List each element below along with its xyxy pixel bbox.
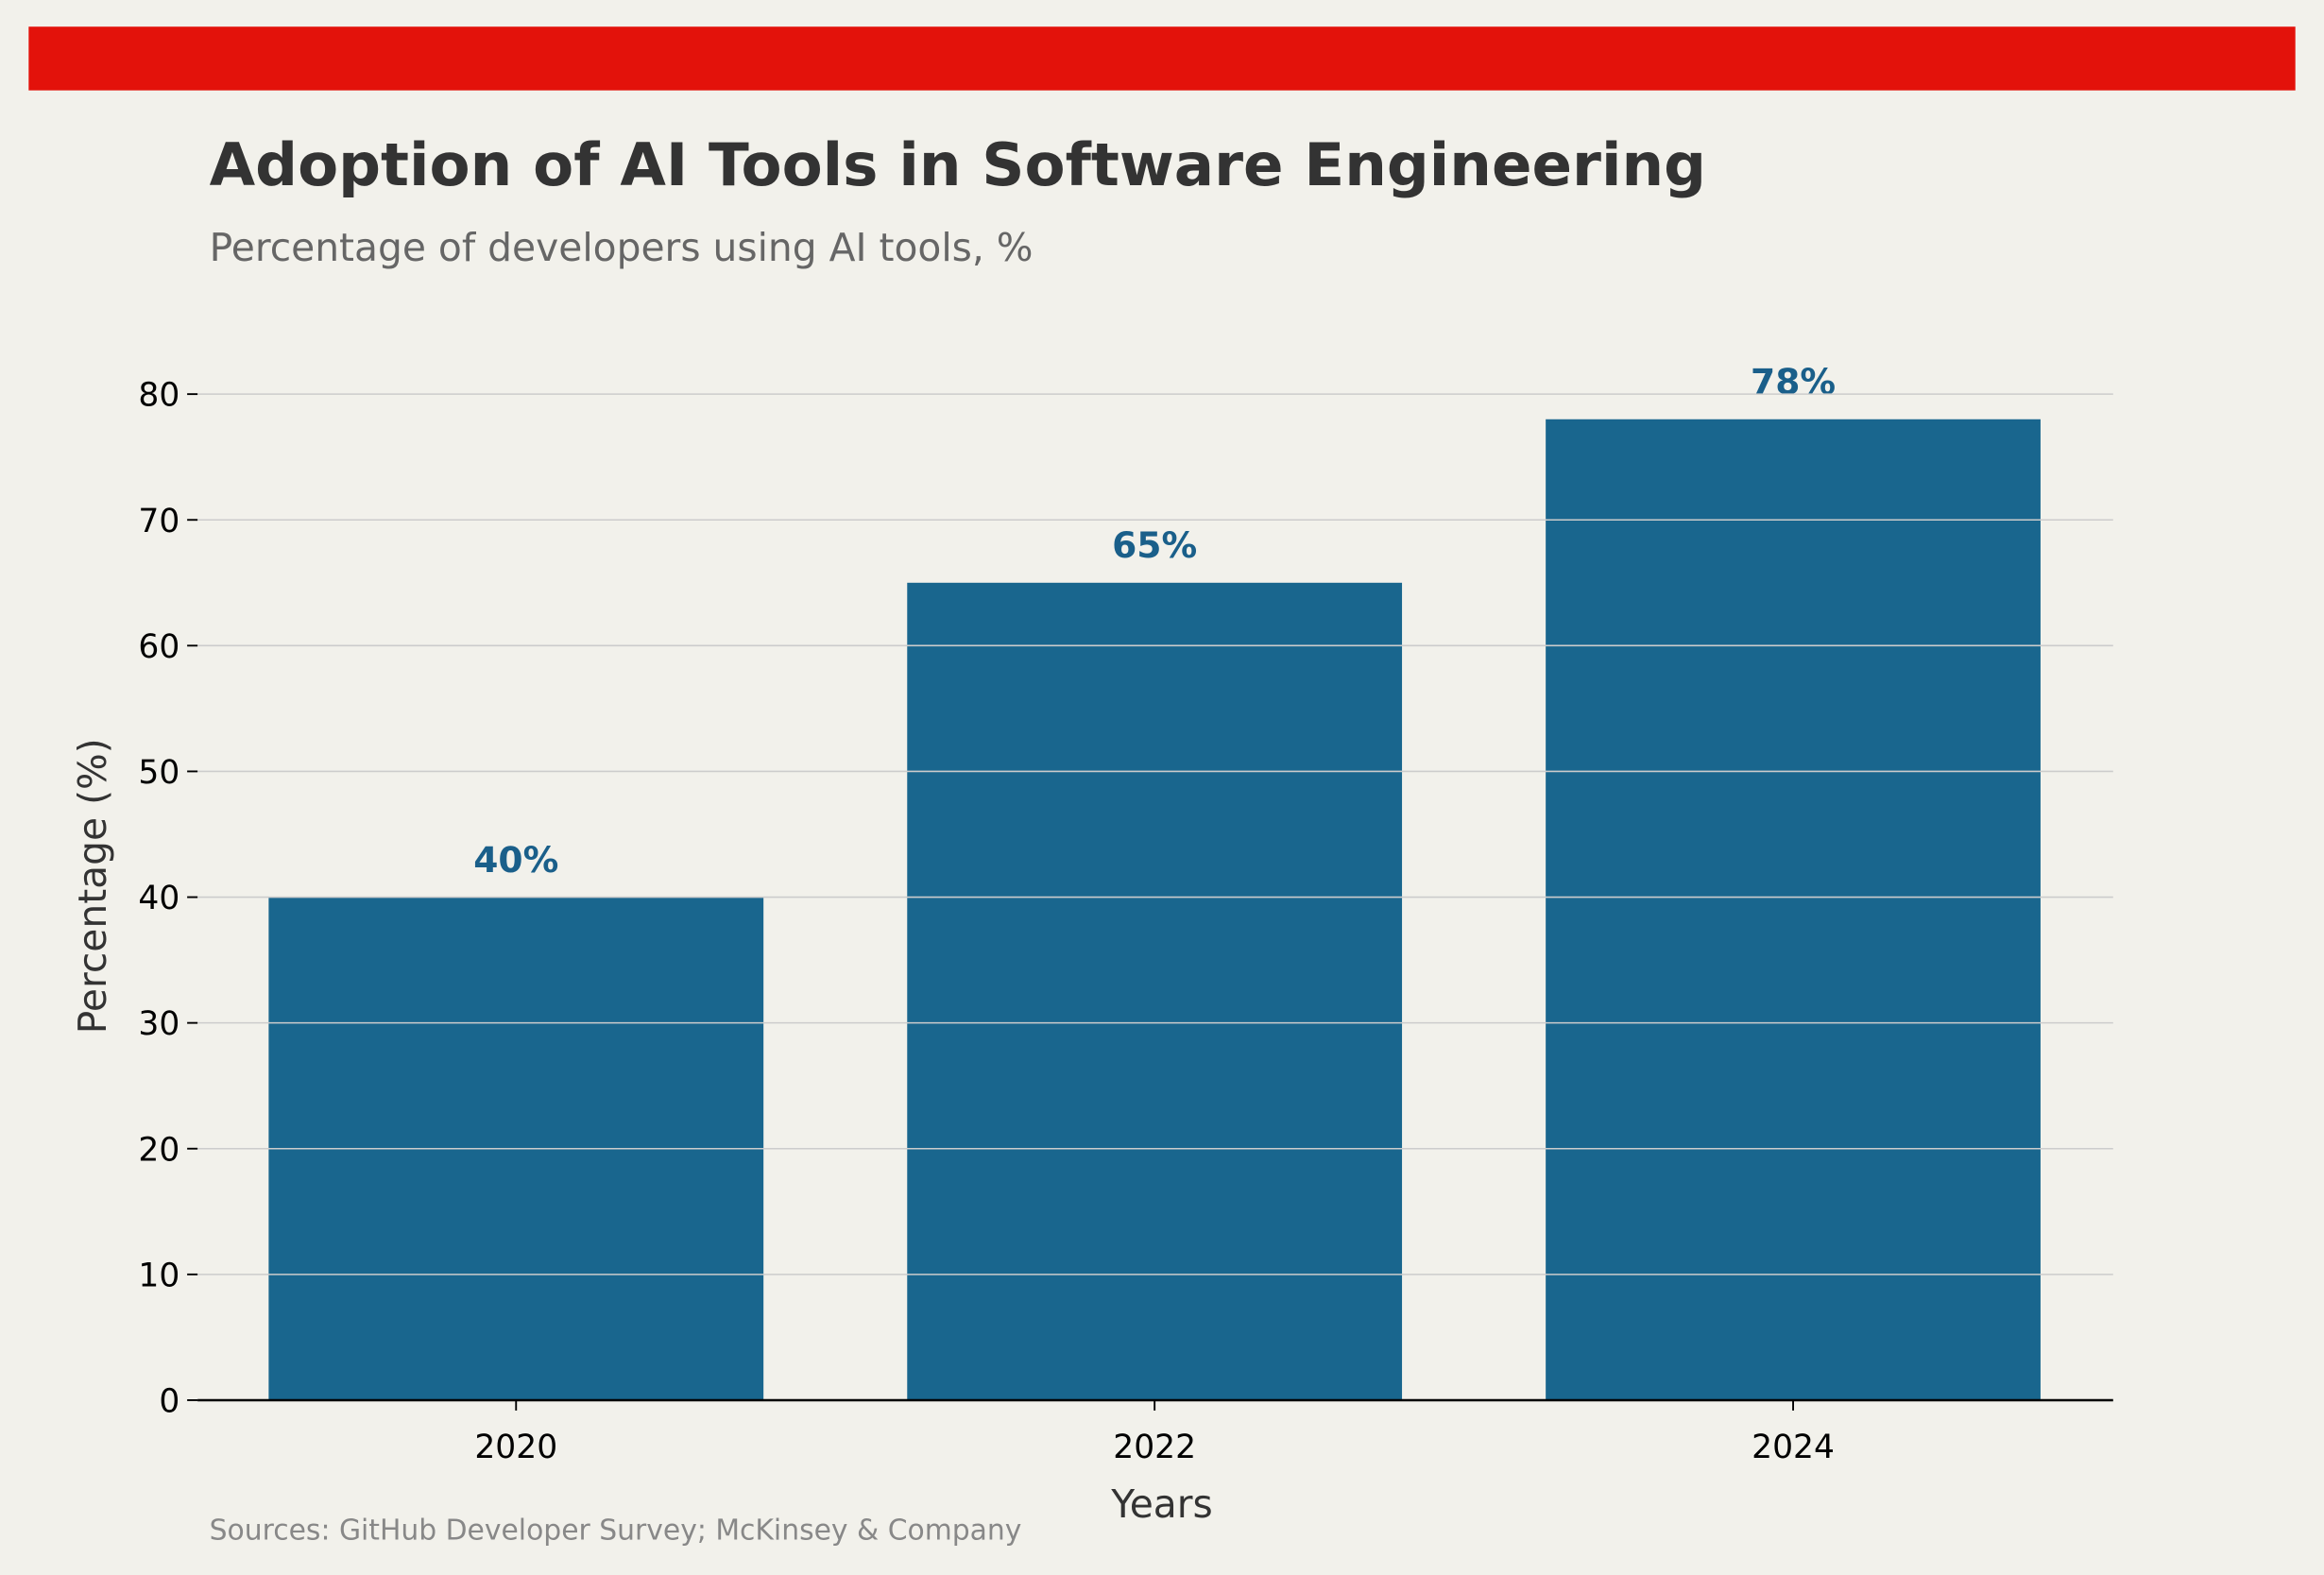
data-label-2024: 78% [1751, 361, 1836, 402]
bar-2022 [907, 582, 1403, 1400]
y-tick-label: 0 [159, 1382, 179, 1420]
y-tick-label: 20 [138, 1131, 179, 1169]
x-tick-label: 2020 [474, 1429, 557, 1466]
data-label-2022: 65% [1112, 524, 1197, 566]
data-label-2020: 40% [473, 839, 558, 881]
y-tick-label: 40 [138, 880, 179, 917]
y-axis-label: Percentage (%) [70, 738, 115, 1034]
source-note: Sources: GitHub Developer Survey; McKins… [210, 1514, 1022, 1547]
x-axis-label: Years [1110, 1481, 1213, 1527]
y-tick-label: 10 [138, 1257, 179, 1294]
y-tick-label: 50 [138, 754, 179, 792]
y-tick-label: 80 [138, 377, 179, 415]
x-tick-label: 2024 [1752, 1429, 1835, 1466]
chart-subtitle: Percentage of developers using AI tools,… [210, 225, 1034, 270]
chart-title: Adoption of AI Tools in Software Enginee… [210, 130, 1706, 199]
y-tick-label: 70 [138, 503, 179, 540]
accent-bar [28, 26, 2296, 91]
bar-2024 [1546, 419, 2041, 1400]
y-tick-label: 30 [138, 1005, 179, 1043]
x-tick-label: 2022 [1113, 1429, 1196, 1466]
y-tick-label: 60 [138, 628, 179, 666]
